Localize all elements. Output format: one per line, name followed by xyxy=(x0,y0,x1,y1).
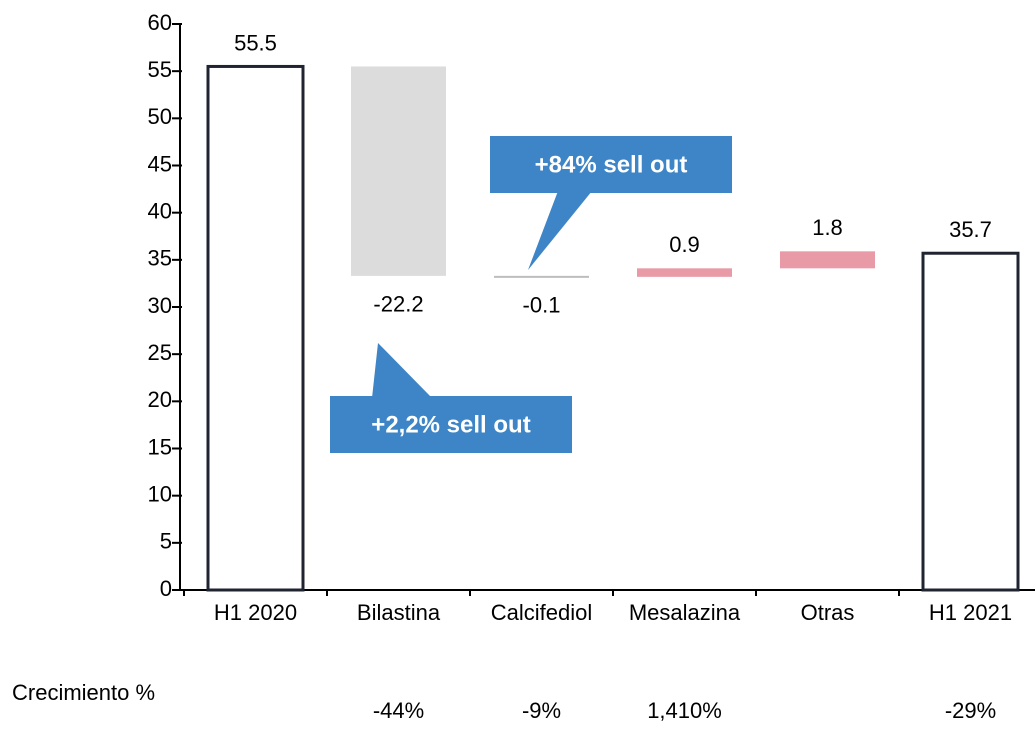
y-tick-label: 35 xyxy=(148,246,172,271)
bar xyxy=(206,64,305,592)
y-tick-label: 45 xyxy=(148,151,172,176)
callout-box xyxy=(490,136,732,193)
growth-label: Crecimiento % xyxy=(12,680,156,705)
x-tick-label: Mesalazina xyxy=(629,600,741,625)
y-tick-label: 30 xyxy=(148,293,172,318)
callout-pointer xyxy=(372,343,432,398)
data-label: 0.9 xyxy=(669,232,700,257)
callout-text: +84% sell out xyxy=(535,151,688,178)
bar xyxy=(780,251,875,269)
y-tick-label: 15 xyxy=(148,434,172,459)
growth-value: -9% xyxy=(522,698,561,723)
y-tick-label: 40 xyxy=(148,198,172,223)
bar xyxy=(494,275,589,278)
data-label: 55.5 xyxy=(234,30,277,55)
bar xyxy=(921,251,1020,592)
y-tick-label: 0 xyxy=(160,576,172,601)
y-tick-label: 55 xyxy=(148,57,172,82)
y-tick-label: 25 xyxy=(148,340,172,365)
data-label: 1.8 xyxy=(812,215,843,240)
y-tick-label: 5 xyxy=(160,529,172,554)
y-tick-label: 60 xyxy=(148,10,172,35)
x-tick-label: Calcifediol xyxy=(491,600,593,625)
y-tick-label: 50 xyxy=(148,104,172,129)
callout-pointer xyxy=(528,191,592,270)
growth-value: -29% xyxy=(945,698,996,723)
x-tick-label: Otras xyxy=(801,600,855,625)
callout-text: +2,2% sell out xyxy=(371,411,530,438)
y-tick-label: 20 xyxy=(148,387,172,412)
y-tick-label: 10 xyxy=(148,481,172,506)
x-tick-label: H1 2020 xyxy=(214,600,297,625)
bar xyxy=(637,268,732,277)
data-label: 35.7 xyxy=(949,217,992,242)
data-label: -22.2 xyxy=(373,292,423,317)
callout-box xyxy=(330,396,572,453)
growth-value: -44% xyxy=(373,698,424,723)
growth-value: 1,410% xyxy=(647,698,722,723)
bar xyxy=(351,66,446,276)
x-tick-label: Bilastina xyxy=(357,600,441,625)
x-tick-label: H1 2021 xyxy=(929,600,1012,625)
data-label: -0.1 xyxy=(523,293,561,318)
